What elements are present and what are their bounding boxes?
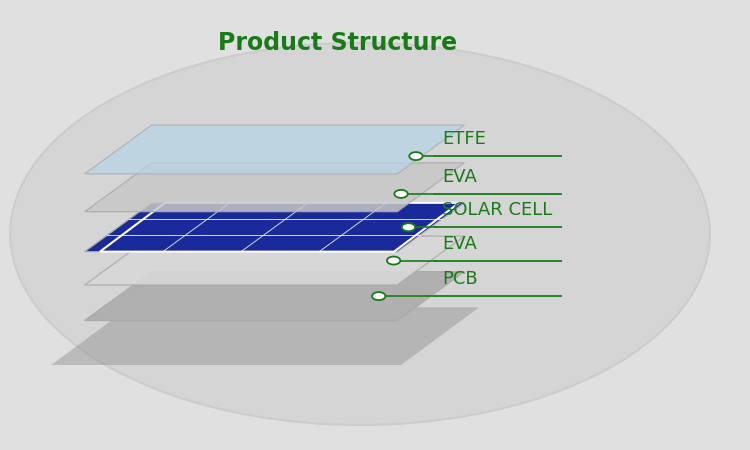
Text: EVA: EVA [442, 234, 477, 252]
Text: PCB: PCB [442, 270, 478, 288]
Circle shape [387, 256, 400, 265]
Polygon shape [85, 272, 464, 320]
Circle shape [402, 223, 416, 231]
Circle shape [372, 292, 386, 300]
Polygon shape [85, 125, 464, 174]
Polygon shape [51, 307, 479, 365]
Polygon shape [85, 163, 464, 212]
Text: ETFE: ETFE [442, 130, 486, 148]
Polygon shape [85, 236, 464, 285]
Text: EVA: EVA [442, 168, 477, 186]
Ellipse shape [10, 43, 710, 425]
Circle shape [394, 190, 408, 198]
Text: SOLAR CELL: SOLAR CELL [442, 201, 552, 219]
Text: Product Structure: Product Structure [218, 31, 458, 55]
Polygon shape [85, 203, 464, 252]
Circle shape [410, 152, 423, 160]
